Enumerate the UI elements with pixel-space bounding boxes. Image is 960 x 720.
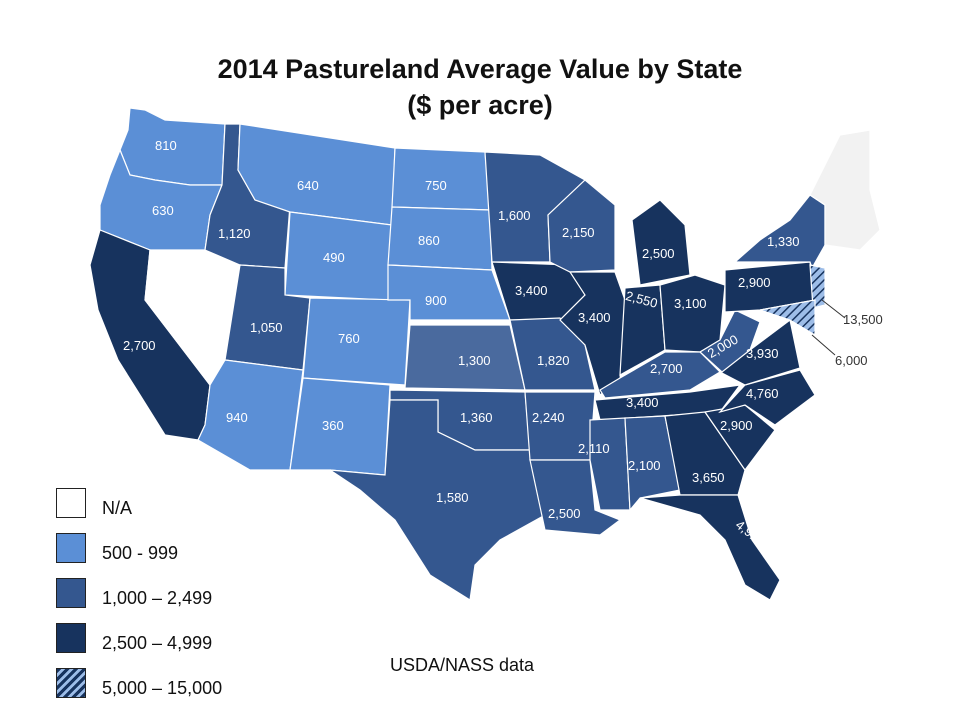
state-ny xyxy=(733,194,826,270)
state-mo xyxy=(509,317,596,391)
label-sc: 2,900 xyxy=(720,418,753,433)
label-wa: 810 xyxy=(155,138,177,153)
state-az xyxy=(197,359,304,471)
label-ar: 2,240 xyxy=(532,410,565,425)
label-ms: 2,110 xyxy=(578,441,610,456)
label-ia: 3,400 xyxy=(515,283,548,298)
legend-swatch-2500-4999 xyxy=(56,623,86,653)
label-tx: 1,580 xyxy=(436,490,469,505)
label-mt: 640 xyxy=(297,178,319,193)
label-ny: 1,330 xyxy=(767,234,800,249)
legend-label-5000-15000: 5,000 – 15,000 xyxy=(102,678,223,698)
state-md xyxy=(759,299,816,337)
label-ok: 1,360 xyxy=(460,410,493,425)
map-subtitle: ($ per acre) xyxy=(407,90,553,120)
label-sd: 860 xyxy=(418,233,440,248)
label-ca: 2,700 xyxy=(123,338,156,353)
label-oh: 3,100 xyxy=(674,296,707,311)
label-or: 630 xyxy=(152,203,174,218)
label-ne: 900 xyxy=(425,293,447,308)
state-tx xyxy=(329,399,546,601)
legend-swatch-500-999 xyxy=(56,533,86,563)
legend-swatch-na xyxy=(56,488,86,518)
label-ut: 1,050 xyxy=(250,320,283,335)
source-note: USDA/NASS data xyxy=(390,655,535,675)
state-il xyxy=(559,271,626,396)
nj-callout-line xyxy=(821,299,846,319)
state-mi xyxy=(631,199,691,286)
label-nd: 750 xyxy=(425,178,447,193)
legend-label-na: N/A xyxy=(102,498,133,518)
label-wi: 2,150 xyxy=(562,225,595,240)
label-ga: 3,650 xyxy=(692,470,725,485)
label-co: 760 xyxy=(338,331,360,346)
state-ga xyxy=(664,411,746,496)
state-wv xyxy=(698,309,761,373)
label-il: 3,400 xyxy=(578,310,611,325)
legend-swatch-5000-15000 xyxy=(56,668,86,698)
state-ky xyxy=(599,351,721,399)
label-id: 1,120 xyxy=(218,226,251,241)
label-md: 6,000 xyxy=(835,353,868,368)
label-ky: 2,700 xyxy=(650,361,683,376)
map-title: 2014 Pastureland Average Value by State xyxy=(217,54,743,84)
label-nm: 360 xyxy=(322,418,344,433)
label-ks: 1,300 xyxy=(458,353,491,368)
legend-label-1000-2499: 1,000 – 2,499 xyxy=(102,588,213,608)
label-mn: 1,600 xyxy=(498,208,531,223)
state-nj xyxy=(809,264,826,309)
label-al: 2,100 xyxy=(628,458,661,473)
label-az: 940 xyxy=(226,410,248,425)
label-mo: 1,820 xyxy=(537,353,570,368)
state-sd xyxy=(387,206,493,271)
label-tn: 3,400 xyxy=(626,395,659,410)
legend-swatch-1000-2499 xyxy=(56,578,86,608)
label-la: 2,500 xyxy=(548,506,581,521)
legend-label-500-999: 500 - 999 xyxy=(102,543,179,563)
state-tn xyxy=(594,384,742,421)
label-pa: 2,900 xyxy=(738,275,771,290)
state-ne xyxy=(387,264,511,321)
label-wy: 490 xyxy=(323,250,345,265)
state-oh xyxy=(659,274,726,353)
state-wi xyxy=(547,179,616,273)
legend-label-2500-4999: 2,500 – 4,999 xyxy=(102,633,213,653)
state-new-england xyxy=(809,129,881,251)
label-nc: 4,760 xyxy=(746,386,779,401)
state-al xyxy=(624,415,681,512)
state-fl xyxy=(639,494,781,601)
label-va: 3,930 xyxy=(746,346,779,361)
md-callout-line xyxy=(811,334,836,356)
label-nj: 13,500 xyxy=(843,312,883,327)
label-mi: 2,500 xyxy=(642,246,675,261)
state-ms xyxy=(589,417,631,511)
